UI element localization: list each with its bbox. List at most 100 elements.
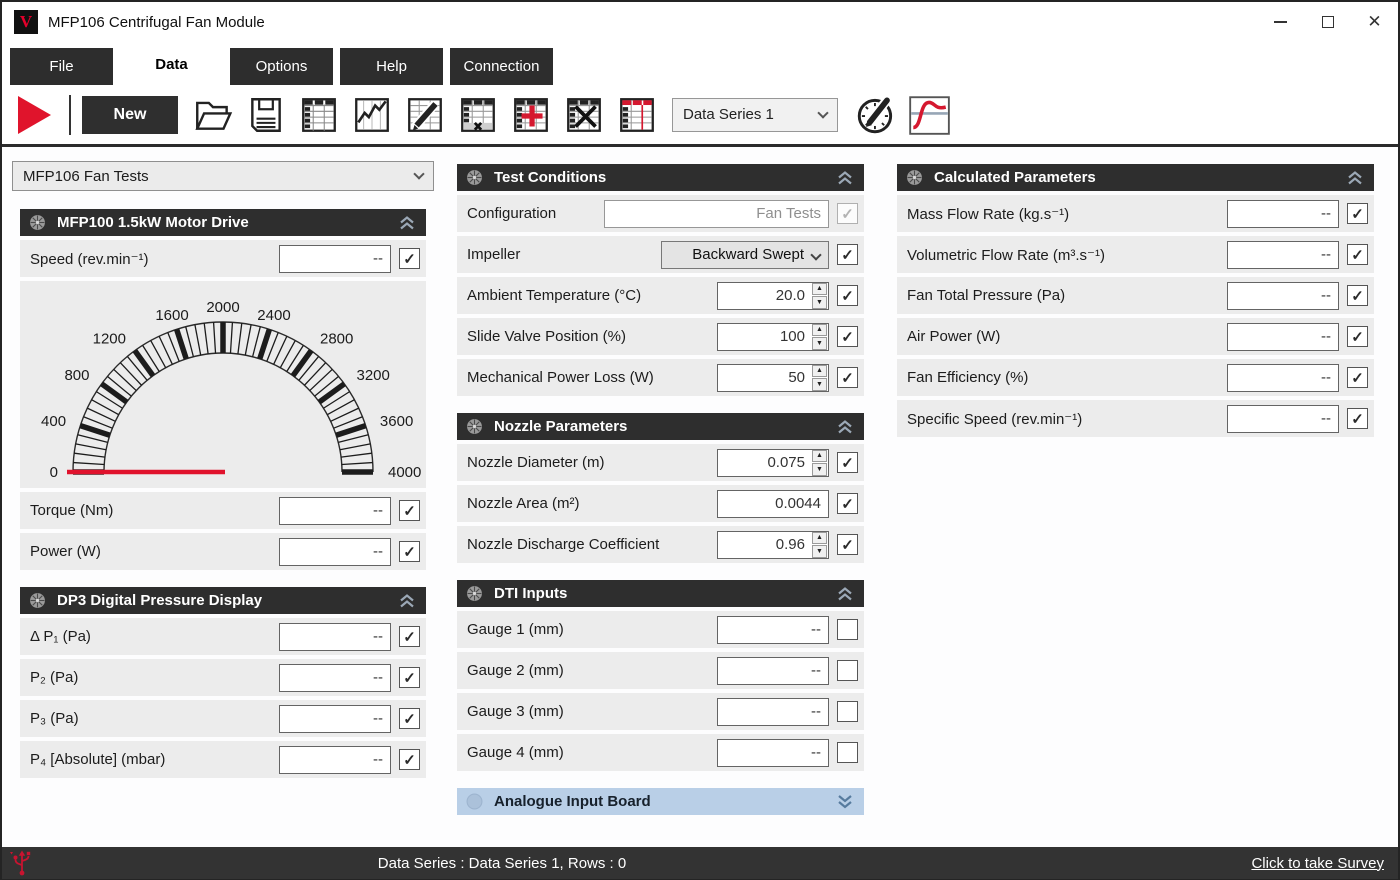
survey-link[interactable]: Click to take Survey xyxy=(1251,854,1384,872)
window-title: MFP106 Centrifugal Fan Module xyxy=(48,13,265,31)
value-field[interactable]: -- xyxy=(717,615,829,644)
spin-down-button[interactable]: ▼ xyxy=(812,463,827,476)
field-label: Power (W) xyxy=(30,543,101,560)
log-checkbox[interactable]: ✓ xyxy=(1347,244,1368,265)
value-field[interactable]: -- xyxy=(1227,199,1339,228)
value-field[interactable]: -- xyxy=(279,537,391,566)
number-input[interactable]: 0.075 ▲ ▼ xyxy=(717,448,829,477)
configuration-select[interactable]: MFP106 Fan Tests xyxy=(12,161,434,191)
collapse-icon[interactable] xyxy=(835,585,855,602)
number-input[interactable]: 50 ▲ ▼ xyxy=(717,363,829,392)
value-field[interactable]: -- xyxy=(1227,404,1339,433)
value-field[interactable]: -- xyxy=(1227,322,1339,351)
log-checkbox[interactable]: ✓ xyxy=(399,667,420,688)
value-field[interactable]: -- xyxy=(279,704,391,733)
number-input[interactable]: 0.96 ▲ ▼ xyxy=(717,530,829,559)
collapse-icon[interactable] xyxy=(397,214,417,231)
log-checkbox[interactable]: ✓ xyxy=(1347,326,1368,347)
minimize-button[interactable] xyxy=(1257,2,1304,42)
value-field[interactable]: -- xyxy=(279,496,391,525)
delete-series-icon[interactable] xyxy=(560,91,608,139)
run-icon[interactable] xyxy=(18,95,51,134)
view-table-icon[interactable] xyxy=(295,91,343,139)
motor-drive-panel-header[interactable]: MFP100 1.5kW Motor Drive xyxy=(20,209,426,236)
edit-table-icon[interactable] xyxy=(401,91,449,139)
save-icon[interactable] xyxy=(242,91,290,139)
tab-options[interactable]: Options xyxy=(230,48,333,85)
log-checkbox[interactable]: ✓ xyxy=(837,452,858,473)
log-checkbox[interactable]: ✓ xyxy=(399,708,420,729)
add-series-icon[interactable] xyxy=(507,91,555,139)
tab-connection[interactable]: Connection xyxy=(450,48,553,85)
expand-icon[interactable] xyxy=(835,793,855,810)
spin-down-button[interactable]: ▼ xyxy=(812,337,827,350)
value-field[interactable]: -- xyxy=(279,663,391,692)
log-checkbox[interactable]: ✓ xyxy=(837,244,858,265)
number-input[interactable]: 20.0 ▲ ▼ xyxy=(717,281,829,310)
log-checkbox[interactable]: ✓ xyxy=(837,285,858,306)
value-field[interactable]: -- xyxy=(717,738,829,767)
log-checkbox[interactable] xyxy=(837,701,858,722)
spin-up-button[interactable]: ▲ xyxy=(812,449,827,462)
log-checkbox[interactable]: ✓ xyxy=(837,534,858,555)
log-checkbox[interactable]: ✓ xyxy=(1347,285,1368,306)
log-checkbox[interactable]: ✓ xyxy=(399,541,420,562)
log-checkbox[interactable]: ✓ xyxy=(399,500,420,521)
value-field[interactable]: 0.0044 xyxy=(717,489,829,518)
value-field[interactable]: -- xyxy=(279,244,391,273)
open-file-icon[interactable] xyxy=(189,91,237,139)
log-checkbox[interactable]: ✓ xyxy=(837,493,858,514)
number-input[interactable]: 100 ▲ ▼ xyxy=(717,322,829,351)
value-field[interactable]: -- xyxy=(1227,363,1339,392)
tab-file[interactable]: File xyxy=(10,48,113,85)
log-checkbox[interactable]: ✓ xyxy=(399,626,420,647)
analogue-input-board-bar[interactable]: Analogue Input Board xyxy=(457,788,864,815)
series-table-icon[interactable] xyxy=(613,91,661,139)
view-graph-icon[interactable] xyxy=(348,91,396,139)
log-checkbox[interactable]: ✓ xyxy=(399,749,420,770)
close-button[interactable]: ✕ xyxy=(1351,2,1398,42)
spin-up-button[interactable]: ▲ xyxy=(812,323,827,336)
log-checkbox[interactable]: ✓ xyxy=(1347,367,1368,388)
spin-up-button[interactable]: ▲ xyxy=(812,531,827,544)
value-field[interactable]: -- xyxy=(717,656,829,685)
dropdown-value: Backward Swept xyxy=(692,246,804,263)
log-checkbox[interactable] xyxy=(837,660,858,681)
tab-help[interactable]: Help xyxy=(340,48,443,85)
collapse-icon[interactable] xyxy=(835,418,855,435)
log-checkbox[interactable] xyxy=(837,742,858,763)
value-field[interactable]: -- xyxy=(717,697,829,726)
collapse-icon[interactable] xyxy=(397,592,417,609)
log-checkbox[interactable]: ✓ xyxy=(837,326,858,347)
spin-down-button[interactable]: ▼ xyxy=(812,296,827,309)
nozzle-panel-header[interactable]: Nozzle Parameters xyxy=(457,413,864,440)
maximize-button[interactable] xyxy=(1304,2,1351,42)
collapse-icon[interactable] xyxy=(835,169,855,186)
edit-instruments-icon[interactable] xyxy=(852,91,900,139)
signal-icon[interactable] xyxy=(905,91,953,139)
calculated-parameters-header[interactable]: Calculated Parameters xyxy=(897,164,1374,191)
value-field[interactable]: -- xyxy=(1227,281,1339,310)
new-button[interactable]: New xyxy=(82,95,178,134)
data-series-select[interactable]: Data Series 1 xyxy=(672,97,838,132)
dp3-panel-header[interactable]: DP3 Digital Pressure Display xyxy=(20,587,426,614)
dti-panel-header[interactable]: DTI Inputs xyxy=(457,580,864,607)
field-label: Speed (rev.min⁻¹) xyxy=(30,250,149,268)
spin-up-button[interactable]: ▲ xyxy=(812,282,827,295)
spin-down-button[interactable]: ▼ xyxy=(812,545,827,558)
spin-up-button[interactable]: ▲ xyxy=(812,364,827,377)
value-field[interactable]: -- xyxy=(279,622,391,651)
delete-row-icon[interactable] xyxy=(454,91,502,139)
value-field[interactable]: -- xyxy=(1227,240,1339,269)
value-field[interactable]: -- xyxy=(279,745,391,774)
spin-down-button[interactable]: ▼ xyxy=(812,378,827,391)
tab-data[interactable]: Data xyxy=(120,44,223,85)
collapse-icon[interactable] xyxy=(1345,169,1365,186)
log-checkbox[interactable]: ✓ xyxy=(1347,203,1368,224)
log-checkbox[interactable]: ✓ xyxy=(399,248,420,269)
dropdown-field[interactable]: Backward Swept xyxy=(661,240,829,269)
log-checkbox[interactable]: ✓ xyxy=(837,367,858,388)
log-checkbox[interactable] xyxy=(837,619,858,640)
test-conditions-header[interactable]: Test Conditions xyxy=(457,164,864,191)
log-checkbox[interactable]: ✓ xyxy=(1347,408,1368,429)
